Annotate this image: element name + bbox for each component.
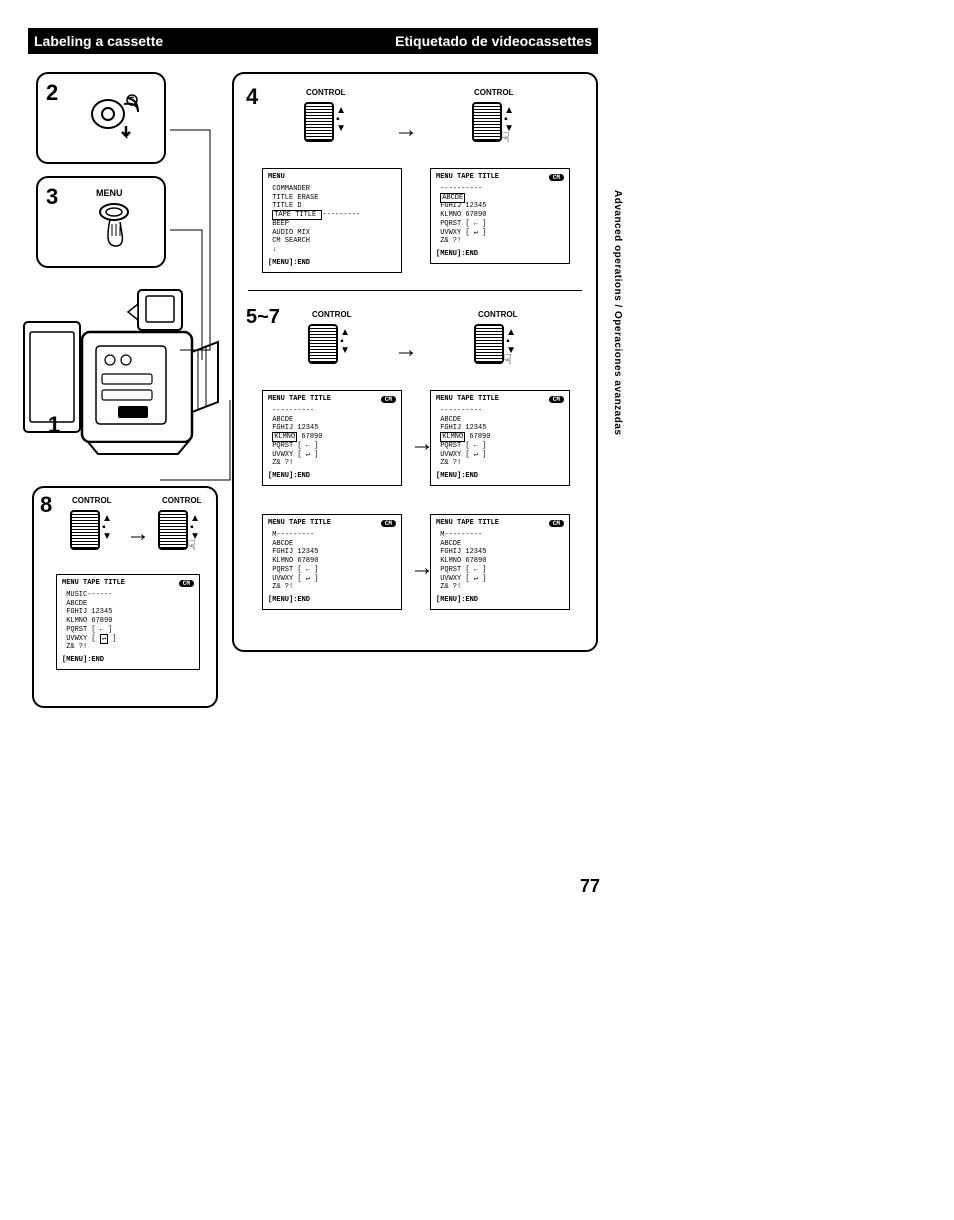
control-dial-icon: ▲▪▼ (304, 102, 334, 147)
step-5-7-number: 5~7 (246, 306, 280, 329)
screen-tape-title-a: MENU TAPE TITLECM ---------- ABCDE FGHIJ… (430, 168, 570, 264)
screen-5-7-d: MENU TAPE TITLECM M--------- ABCDE FGHIJ… (430, 514, 570, 610)
step-8-number: 8 (40, 492, 52, 518)
step-2-number: 2 (46, 80, 58, 106)
page-number: 77 (580, 876, 600, 897)
step-1-number: 1 (48, 412, 60, 438)
menu-label: MENU (96, 188, 123, 198)
power-switch-icon (88, 92, 148, 147)
screen-menu-list: MENU COMMANDER TITLE ERASE TITLE D TAPE … (262, 168, 402, 273)
screen-step8: MENU TAPE TITLECM MUSIC------ ABCDE FGHI… (56, 574, 200, 670)
menu-button-icon (94, 202, 134, 257)
page-header: Labeling a cassette Etiquetado de videoc… (28, 28, 598, 54)
control-label: CONTROL (478, 310, 518, 319)
control-dial-press-icon: ▲▪▼☟ (158, 510, 188, 555)
divider (248, 290, 582, 291)
screen-5-7-c: MENU TAPE TITLECM M--------- ABCDE FGHIJ… (262, 514, 402, 610)
control-dial-icon: ▲▪▼ (70, 510, 100, 555)
step-2-panel: 2 (36, 72, 166, 164)
header-left: Labeling a cassette (34, 33, 163, 49)
control-label: CONTROL (162, 496, 202, 505)
arrow-icon: → (394, 336, 418, 364)
step-3-number: 3 (46, 184, 58, 210)
arrow-icon: → (394, 116, 418, 144)
control-label: CONTROL (72, 496, 112, 505)
control-dial-icon: ▲▪▼ (308, 324, 338, 369)
camcorder-illustration (18, 282, 228, 472)
control-label: CONTROL (306, 88, 346, 97)
control-label: CONTROL (474, 88, 514, 97)
arrow-icon: → (126, 520, 150, 548)
step-4-number: 4 (246, 84, 258, 110)
screen-5-7-a: MENU TAPE TITLECM ---------- ABCDE FGHIJ… (262, 390, 402, 486)
screen-5-7-b: MENU TAPE TITLECM ---------- ABCDE FGHIJ… (430, 390, 570, 486)
section-tab: Advanced operations / Operaciones avanza… (612, 190, 623, 435)
header-right: Etiquetado de videocassettes (395, 33, 592, 49)
control-dial-press-icon: ▲▪▼☟ (474, 324, 504, 369)
step-8-panel: 8 CONTROL CONTROL ▲▪▼ → ▲▪▼☟ MENU TAPE T… (32, 486, 218, 708)
control-label: CONTROL (312, 310, 352, 319)
control-dial-press-icon: ▲▪▼☟ (472, 102, 502, 147)
steps-4-to-7-panel: 4 CONTROL CONTROL ▲▪▼ → ▲▪▼☟ MENU COMMAN… (232, 72, 598, 652)
step-3-panel: 3 MENU (36, 176, 166, 268)
